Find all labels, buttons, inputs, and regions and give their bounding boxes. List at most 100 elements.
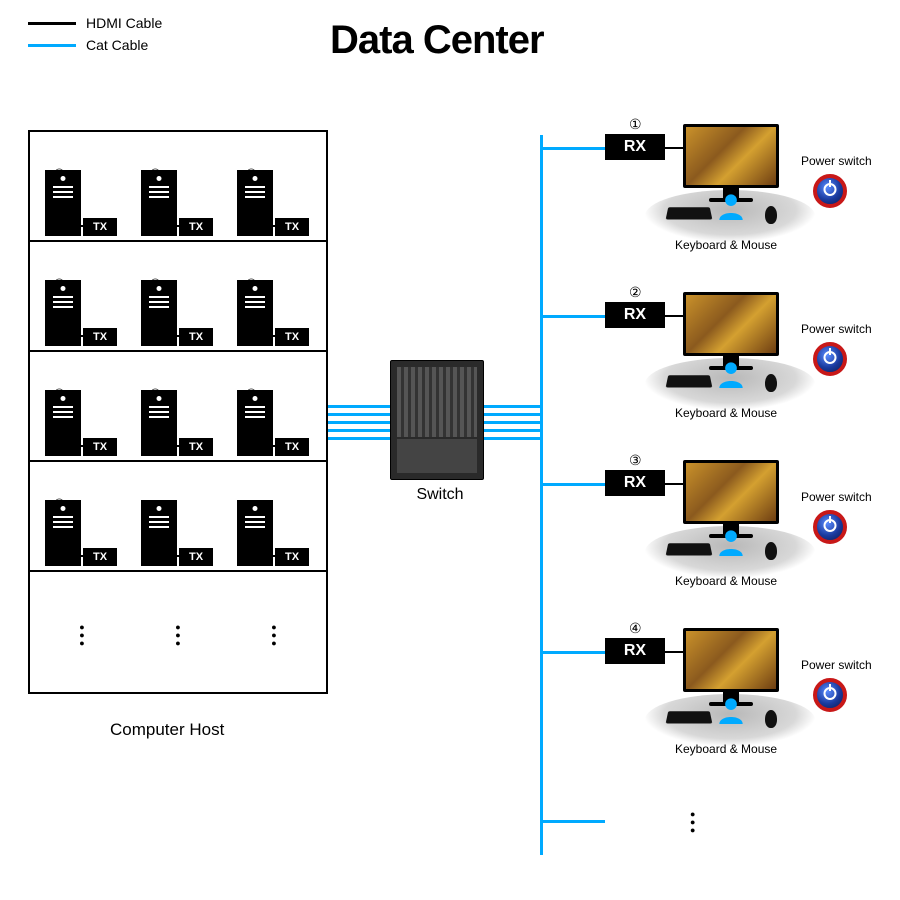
host-unit: ②TX: [135, 170, 221, 236]
station-number: ④: [629, 620, 642, 637]
cat-cable: [484, 405, 540, 408]
workstation: ③RXKeyboard & MousePower switch: [605, 456, 885, 596]
host-unit: ⑩TX: [39, 500, 125, 566]
hdmi-line: [665, 315, 683, 317]
mouse-icon: [765, 542, 777, 560]
tx-box: TX: [275, 218, 309, 236]
tx-box: TX: [179, 328, 213, 346]
host-unit: ⑨TX: [231, 390, 317, 456]
tx-box: TX: [275, 328, 309, 346]
computer-tower-icon: [237, 500, 273, 566]
computer-tower-icon: [237, 390, 273, 456]
cat-cable: [328, 429, 390, 432]
tx-box: TX: [83, 218, 117, 236]
tx-box: TX: [83, 438, 117, 456]
station-number: ①: [629, 116, 642, 133]
keyboard-mouse-label: Keyboard & Mouse: [675, 238, 777, 252]
keyboard-icon: [666, 543, 713, 555]
switch-label: Switch: [390, 486, 490, 504]
cat-cable: [328, 413, 390, 416]
monitor-icon: [683, 124, 779, 188]
legend-hdmi-label: HDMI Cable: [86, 15, 162, 31]
legend-hdmi: HDMI Cable: [28, 15, 162, 31]
host-rack: ①TX②TX③TX④TX⑤TX⑥TX⑦TX⑧TX⑨TX⑩TXTXTX●●●●●●…: [28, 130, 328, 694]
switch: Switch: [390, 360, 490, 504]
workstation: ②RXKeyboard & MousePower switch: [605, 288, 885, 428]
mouse-icon: [765, 374, 777, 392]
power-switch-icon: [813, 342, 847, 376]
rx-box: RX: [605, 134, 665, 160]
legend-hdmi-line: [28, 22, 76, 25]
tx-box: TX: [179, 218, 213, 236]
power-switch-icon: [813, 174, 847, 208]
rack-shelf: ④TX⑤TX⑥TX: [30, 242, 326, 352]
hdmi-line: [665, 483, 683, 485]
cat-branch: [540, 147, 605, 150]
computer-tower-icon: [141, 390, 177, 456]
mouse-icon: [765, 710, 777, 728]
host-unit: ⑧TX: [135, 390, 221, 456]
computer-tower-icon: [237, 170, 273, 236]
legend: HDMI Cable Cat Cable: [28, 15, 162, 59]
cat-branch: [540, 651, 605, 654]
workstation: ①RXKeyboard & MousePower switch: [605, 120, 885, 260]
cat-cable: [484, 437, 540, 440]
keyboard-mouse-label: Keyboard & Mouse: [675, 574, 777, 588]
station-number: ③: [629, 452, 642, 469]
cat-cable: [484, 421, 540, 424]
station-number: ②: [629, 284, 642, 301]
legend-cat: Cat Cable: [28, 37, 162, 53]
legend-cat-line: [28, 44, 76, 47]
computer-tower-icon: [45, 500, 81, 566]
computer-tower-icon: [45, 390, 81, 456]
tx-box: TX: [83, 548, 117, 566]
host-unit: ①TX: [39, 170, 125, 236]
computer-tower-icon: [141, 170, 177, 236]
rack-shelf: ①TX②TX③TX: [30, 132, 326, 242]
keyboard-mouse-label: Keyboard & Mouse: [675, 742, 777, 756]
power-switch-label: Power switch: [801, 154, 872, 168]
more-dots-icon: ●●●: [271, 623, 276, 647]
keyboard-icon: [666, 375, 713, 387]
hdmi-line: [665, 651, 683, 653]
host-unit: TX: [135, 500, 221, 566]
host-unit: ⑥TX: [231, 280, 317, 346]
user-icon: [717, 192, 745, 220]
power-switch-icon: [813, 510, 847, 544]
host-unit: ④TX: [39, 280, 125, 346]
rack-shelf: ⑦TX⑧TX⑨TX: [30, 352, 326, 462]
rx-box: RX: [605, 470, 665, 496]
power-switch-label: Power switch: [801, 322, 872, 336]
computer-tower-icon: [237, 280, 273, 346]
keyboard-icon: [666, 207, 713, 219]
host-unit: TX: [231, 500, 317, 566]
power-switch-label: Power switch: [801, 490, 872, 504]
host-unit: ⑦TX: [39, 390, 125, 456]
cat-cable: [484, 413, 540, 416]
user-icon: [717, 360, 745, 388]
host-unit: ③TX: [231, 170, 317, 236]
keyboard-icon: [666, 711, 713, 723]
more-dots-icon: ●●●: [175, 623, 180, 647]
cat-branch: [540, 315, 605, 318]
power-switch-label: Power switch: [801, 658, 872, 672]
tx-box: TX: [83, 328, 117, 346]
keyboard-mouse-label: Keyboard & Mouse: [675, 406, 777, 420]
computer-tower-icon: [45, 170, 81, 236]
tx-box: TX: [179, 548, 213, 566]
computer-host-label: Computer Host: [110, 720, 224, 740]
page-title: Data Center: [330, 18, 544, 63]
cat-cable: [328, 405, 390, 408]
legend-cat-label: Cat Cable: [86, 37, 148, 53]
tx-box: TX: [275, 548, 309, 566]
computer-tower-icon: [141, 500, 177, 566]
switch-icon: [390, 360, 484, 480]
cat-branch: [540, 820, 605, 823]
rack-shelf: ⑩TXTXTX: [30, 462, 326, 572]
user-icon: [717, 528, 745, 556]
cat-cable: [328, 437, 390, 440]
cat-trunk: [540, 135, 543, 855]
user-icon: [717, 696, 745, 724]
monitor-icon: [683, 628, 779, 692]
cat-cable: [328, 421, 390, 424]
